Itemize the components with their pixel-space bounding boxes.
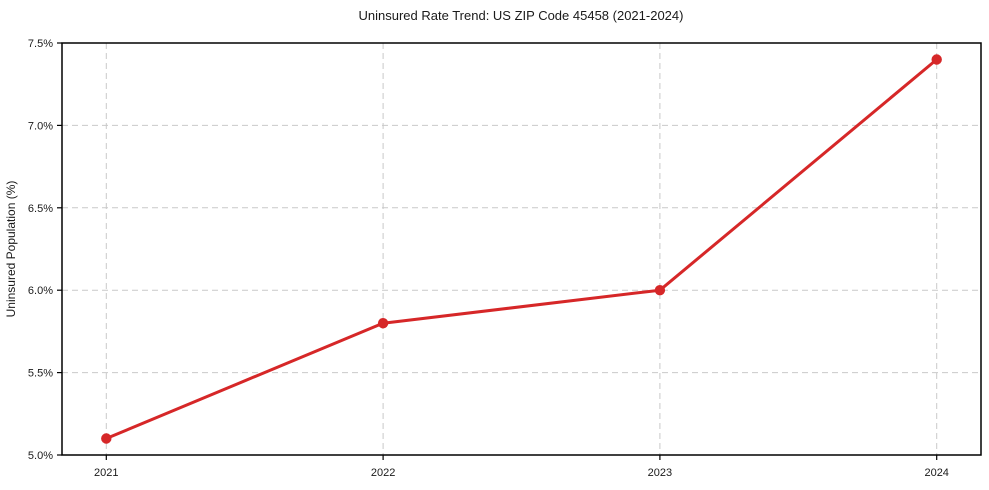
plot-border [61, 42, 982, 456]
y-tick-label: 6.5% [28, 203, 53, 215]
axis-ticks: 5.0% 5.5% 6.0% 6.5% 7.0% 7.5% 2021 2022 2023 2024 [28, 38, 949, 479]
y-tick-label: 7.0% [28, 120, 53, 132]
x-tick-label: 2022 [371, 467, 395, 479]
x-tick-label: 2023 [648, 467, 672, 479]
data-point [931, 54, 942, 65]
trend-line [104, 58, 939, 440]
y-axis-label: Uninsured Population (%) [4, 181, 18, 318]
chart-title: Uninsured Rate Trend: US ZIP Code 45458 … [359, 8, 684, 23]
y-tick-label: 5.5% [28, 368, 53, 380]
data-points [101, 54, 942, 444]
x-tick-label: 2021 [94, 467, 118, 479]
y-tick-label: 5.0% [28, 450, 53, 462]
x-tick-label: 2024 [924, 467, 948, 479]
y-tick-label: 6.0% [28, 285, 53, 297]
data-point [654, 285, 666, 296]
gridlines [62, 42, 981, 456]
data-point [101, 433, 112, 444]
data-point [377, 318, 389, 329]
y-tick-label: 7.5% [28, 38, 53, 50]
